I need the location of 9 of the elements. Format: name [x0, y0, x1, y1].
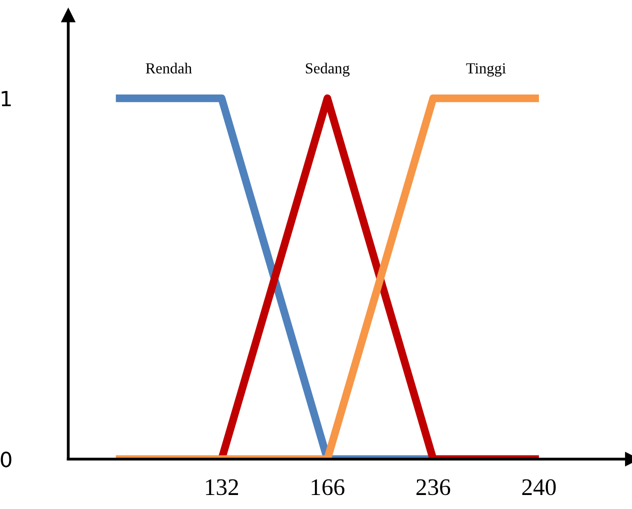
y-tick-label: 1	[2, 90, 11, 106]
x-tick-label: 166	[312, 479, 344, 496]
series-label: Rendah	[146, 62, 192, 74]
x-tick-label: 240	[522, 479, 556, 496]
series-label: Tinggi	[466, 63, 506, 77]
y-tick-label: 0	[0, 452, 12, 468]
x-tick-label: 236	[416, 479, 450, 496]
x-tick-label: 132	[206, 479, 238, 496]
series-label: Sedang	[306, 62, 350, 77]
